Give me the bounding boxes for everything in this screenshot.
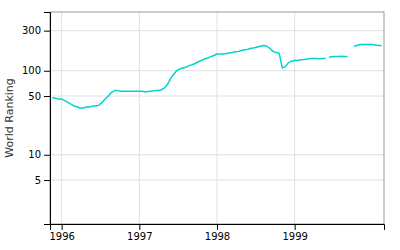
axis-domain (44, 13, 51, 225)
plot-frame (50, 12, 384, 224)
y-axis-title: World Ranking (3, 78, 16, 158)
tick-mark (44, 155, 50, 156)
axis-domain (51, 225, 385, 231)
tick-label: 50 (28, 91, 41, 102)
grid-line-x (294, 12, 295, 224)
tick-mark (44, 96, 50, 97)
tick: 100 (22, 65, 50, 76)
tick: 1997 (127, 224, 152, 242)
tick-label: 10 (28, 149, 41, 160)
grid-line-x (217, 12, 218, 224)
y-axis: 5 10 50 100 300 (22, 13, 51, 225)
chart: 1996 1997 1998 1999 5 10 50 100 300 World Ranking (0, 0, 400, 250)
line (354, 45, 382, 47)
grid (50, 12, 384, 224)
tick-label: 1996 (49, 231, 74, 242)
tick: 1996 (49, 224, 74, 242)
line (329, 55, 348, 57)
tick-mark (139, 224, 140, 230)
line (52, 45, 325, 108)
tick-label: 1997 (127, 231, 152, 242)
tick-label: 5 (35, 175, 41, 186)
tick-label: 1999 (282, 231, 307, 242)
tick-mark (217, 224, 218, 230)
tick: 1998 (205, 224, 230, 242)
grid-line-x (61, 12, 62, 224)
tick-label: 100 (22, 65, 41, 76)
tick-label: 1998 (205, 231, 230, 242)
grid-line-x (139, 12, 140, 224)
x-axis: 1996 1997 1998 1999 (49, 224, 384, 242)
tick-label: 300 (22, 25, 41, 36)
tick: 50 (28, 91, 50, 102)
tick-mark (44, 31, 50, 32)
tick-mark (62, 224, 63, 230)
tick: 10 (28, 149, 50, 160)
plot: 1996 1997 1998 1999 5 10 50 100 300 (22, 12, 385, 242)
tick: 5 (35, 175, 50, 186)
tick: 300 (22, 25, 50, 36)
tick-mark (44, 180, 50, 181)
lines (52, 45, 381, 108)
tick-mark (295, 224, 296, 230)
tick: 1999 (282, 224, 307, 242)
tick-mark (44, 71, 50, 72)
